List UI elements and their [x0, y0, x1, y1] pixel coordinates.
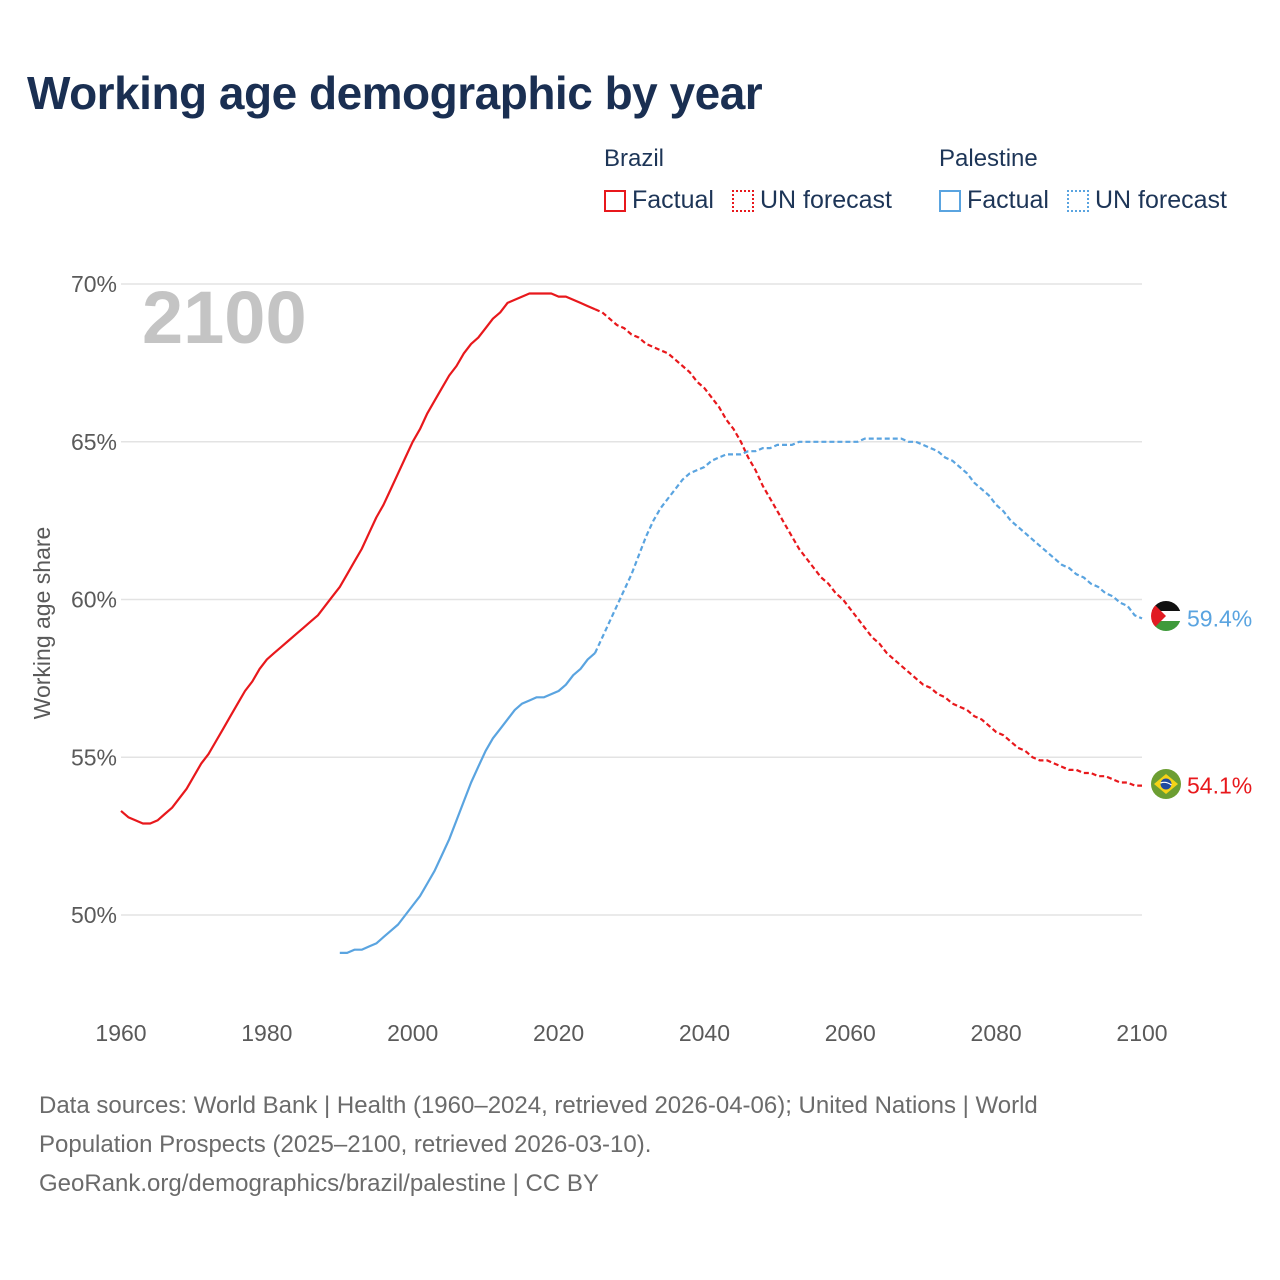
- legend-label: Factual: [632, 186, 714, 214]
- palestine-end-value-label: 59.4%: [1187, 605, 1252, 631]
- legend-item-palestine-forecast[interactable]: UN forecast: [1066, 186, 1227, 215]
- legend-item-brazil-factual[interactable]: Factual: [604, 186, 714, 215]
- legend-group-palestine: Palestine Factual UN forecast: [939, 144, 1227, 215]
- palestine-forecast-line[interactable]: [594, 437, 1143, 654]
- solid-line-swatch-icon: [604, 189, 626, 212]
- y-tick-label: 70%: [71, 271, 117, 297]
- y-tick-label: 55%: [71, 744, 117, 770]
- x-tick-label: 2000: [387, 1020, 438, 1046]
- x-tick-label: 1960: [95, 1020, 146, 1046]
- y-axis-label: Working age share: [29, 527, 55, 720]
- solid-line-swatch-icon: [939, 189, 961, 212]
- x-tick-label: 2040: [679, 1020, 730, 1046]
- x-tick-label: 2100: [1116, 1020, 1167, 1046]
- legend-label: Factual: [967, 186, 1049, 214]
- x-tick-label: 2060: [825, 1020, 876, 1046]
- data-sources-note: Data sources: World Bank | Health (1960–…: [39, 1086, 1239, 1203]
- legend-country-name: Palestine: [939, 145, 1038, 172]
- brazil-factual-line[interactable]: [120, 292, 596, 825]
- chart-title: Working age demographic by year: [27, 67, 763, 119]
- y-tick-label: 65%: [71, 429, 117, 455]
- palestine-flag-icon: [1151, 601, 1181, 631]
- year-watermark: 2100: [142, 276, 307, 359]
- sources-line: Data sources: World Bank | Health (1960–…: [39, 1092, 1038, 1119]
- legend-item-brazil-forecast[interactable]: UN forecast: [731, 186, 892, 215]
- legend-group-brazil: Brazil Factual UN forecast: [604, 144, 892, 215]
- dotted-line-swatch-icon: [731, 189, 754, 212]
- legend-country-name: Brazil: [604, 145, 665, 172]
- brazil-flag-icon: [1151, 769, 1181, 799]
- legend-label: UN forecast: [1094, 186, 1227, 214]
- y-tick-label: 50%: [71, 902, 117, 928]
- brazil-end-value-label: 54.1%: [1187, 773, 1252, 799]
- sources-link[interactable]: GeoRank.org/demographics/brazil/palestin…: [39, 1170, 599, 1197]
- x-tick-label: 2020: [533, 1020, 584, 1046]
- line-chart: 50% 55% 60% 65% 70% 1960 1980 2000 2020 2040 2060 2…: [29, 271, 1252, 1046]
- legend-label: UN forecast: [759, 186, 892, 214]
- brazil-forecast-line[interactable]: [594, 308, 1142, 787]
- palestine-factual-line[interactable]: [339, 652, 596, 954]
- x-tick-label: 2080: [971, 1020, 1022, 1046]
- dotted-line-swatch-icon: [1066, 189, 1089, 212]
- x-tick-label: 1980: [241, 1020, 292, 1046]
- y-tick-label: 60%: [71, 587, 117, 613]
- legend-item-palestine-factual[interactable]: Factual: [939, 186, 1049, 215]
- sources-line: Population Prospects (2025–2100, retriev…: [39, 1131, 652, 1158]
